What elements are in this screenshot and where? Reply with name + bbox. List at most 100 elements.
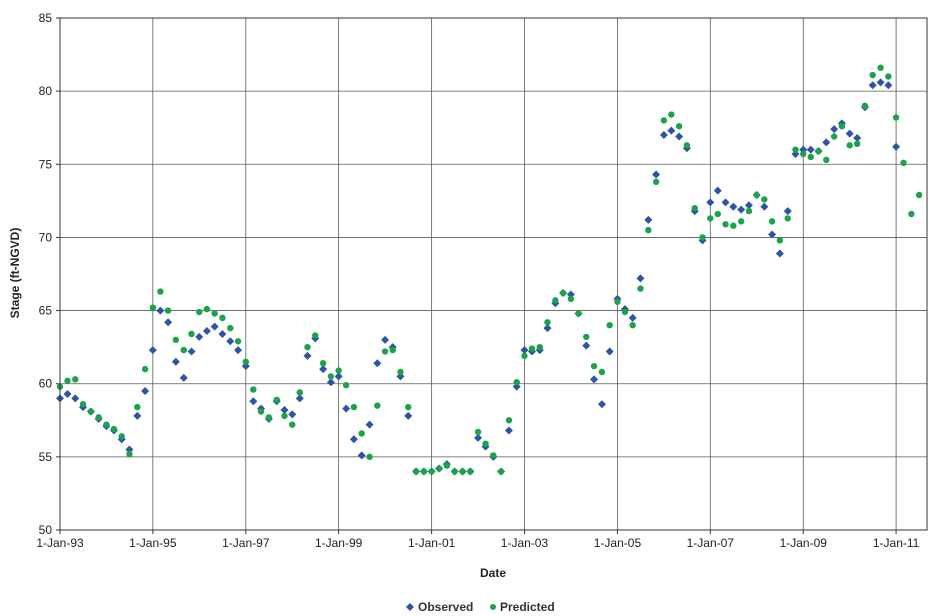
x-tick-label: 1-Jan-93 <box>36 536 84 550</box>
point-observed <box>667 126 676 135</box>
point-predicted <box>242 358 250 365</box>
y-axis-ticks: 50 55 60 65 70 75 80 85 <box>39 11 60 537</box>
point-predicted <box>900 159 907 167</box>
point-predicted <box>699 234 706 241</box>
point-observed <box>280 406 289 415</box>
plot-frame <box>59 17 928 531</box>
point-predicted <box>265 414 273 421</box>
point-observed <box>636 274 645 283</box>
point-predicted <box>366 453 373 461</box>
point-predicted <box>714 210 721 218</box>
point-predicted <box>196 308 203 316</box>
point-predicted <box>861 102 869 109</box>
x-tick-label: 1-Jan-97 <box>222 536 270 550</box>
point-predicted <box>227 324 234 332</box>
point-predicted <box>405 403 412 411</box>
y-tick-label: 70 <box>39 230 53 244</box>
point-predicted <box>281 412 288 420</box>
point-predicted <box>451 468 458 475</box>
point-observed <box>659 131 668 140</box>
point-observed <box>605 347 614 356</box>
point-predicted <box>629 322 636 329</box>
point-predicted <box>219 314 226 322</box>
point-predicted <box>350 403 358 411</box>
point-predicted <box>846 142 853 149</box>
point-predicted <box>621 308 629 316</box>
y-tick-label: 55 <box>39 450 53 464</box>
point-observed <box>876 78 885 87</box>
point-predicted <box>203 305 211 313</box>
point-observed <box>884 81 893 90</box>
point-predicted <box>707 215 714 222</box>
point-predicted <box>95 414 102 421</box>
point-observed <box>868 81 877 90</box>
point-predicted <box>420 468 428 475</box>
point-predicted <box>103 421 110 428</box>
point-observed <box>319 365 328 374</box>
point-predicted <box>490 452 497 459</box>
point-predicted <box>536 343 543 351</box>
point-predicted <box>722 221 729 228</box>
y-tick-label: 75 <box>39 157 53 171</box>
point-predicted <box>552 297 559 304</box>
point-predicted <box>583 333 590 341</box>
point-observed <box>249 397 258 406</box>
point-predicted <box>885 73 892 80</box>
legend: Observed Predicted <box>406 600 555 614</box>
point-observed <box>644 215 653 224</box>
y-tick-label: 50 <box>39 523 53 537</box>
point-predicted <box>598 368 606 376</box>
point-predicted <box>575 310 582 317</box>
point-predicted <box>768 218 776 225</box>
point-predicted <box>149 304 157 311</box>
point-observed <box>342 404 351 413</box>
x-tick-label: 1-Jan-03 <box>501 536 549 550</box>
point-observed <box>706 198 715 207</box>
point-observed <box>845 129 854 138</box>
point-predicted <box>915 191 923 199</box>
x-axis-ticks: 1-Jan-93 1-Jan-95 1-Jan-97 1-Jan-99 1-Jan-01… <box>36 530 920 550</box>
point-observed <box>597 400 606 409</box>
point-observed <box>783 207 792 216</box>
point-predicted <box>72 376 79 383</box>
point-predicted <box>614 298 621 305</box>
x-tick-label: 1-Jan-01 <box>408 536 456 550</box>
legend-label-observed: Observed <box>418 600 473 614</box>
point-predicted <box>358 430 365 437</box>
point-predicted <box>792 146 799 153</box>
point-predicted <box>830 133 838 140</box>
point-predicted <box>211 310 218 317</box>
point-observed <box>652 170 661 179</box>
point-predicted <box>815 147 822 155</box>
point-predicted <box>273 396 280 404</box>
point-predicted <box>110 425 118 433</box>
point-predicted <box>761 196 768 203</box>
point-observed <box>590 375 599 384</box>
point-predicted <box>374 402 381 409</box>
point-observed <box>303 351 312 360</box>
point-observed <box>373 359 382 368</box>
point-observed <box>171 357 180 366</box>
point-observed <box>334 372 343 381</box>
point-predicted <box>776 237 784 244</box>
point-predicted <box>164 307 172 314</box>
point-predicted <box>289 421 296 428</box>
point-predicted <box>675 123 683 130</box>
x-axis-title: Date <box>480 566 506 580</box>
point-observed <box>187 347 196 356</box>
point-predicted <box>234 338 242 345</box>
point-observed <box>156 306 165 315</box>
point-observed <box>853 133 862 142</box>
point-observed <box>218 329 227 338</box>
point-observed <box>830 125 839 134</box>
point-predicted <box>528 345 536 352</box>
point-predicted <box>319 360 327 367</box>
point-predicted <box>172 336 180 344</box>
point-predicted <box>869 71 876 79</box>
point-observed <box>628 313 637 322</box>
point-observed <box>226 337 235 346</box>
point-predicted <box>505 417 513 424</box>
point-predicted <box>397 368 404 376</box>
point-predicted <box>606 322 613 329</box>
